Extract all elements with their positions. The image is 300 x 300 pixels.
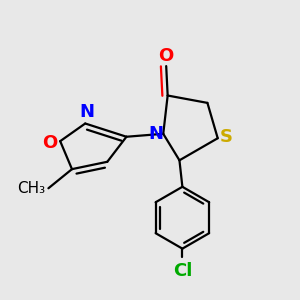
Text: N: N (79, 103, 94, 121)
Text: CH₃: CH₃ (17, 181, 46, 196)
Text: O: O (159, 46, 174, 64)
Text: N: N (148, 125, 164, 143)
Text: S: S (220, 128, 232, 146)
Text: Cl: Cl (173, 262, 192, 280)
Text: O: O (42, 134, 57, 152)
